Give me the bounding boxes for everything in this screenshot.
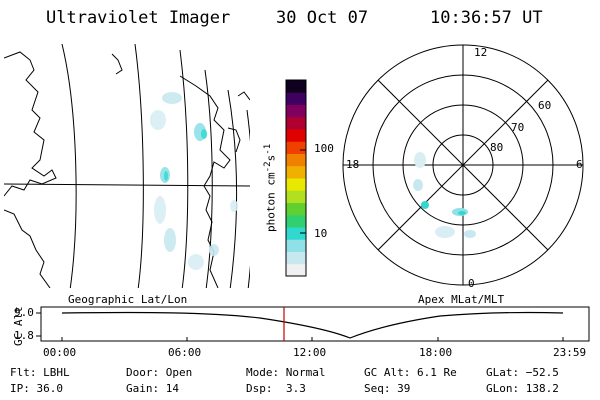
colorbar-stripe — [286, 178, 306, 191]
gain-info: Gain: 14 — [126, 382, 179, 395]
colorbar-stripe — [286, 104, 306, 118]
dsp-value: 3.3 — [286, 382, 306, 395]
aurora-emission-geo — [150, 92, 238, 270]
colorbar-tick-100: 100 — [314, 142, 334, 155]
mlt-label-top: 12 — [474, 46, 488, 59]
colorbar-stripe — [286, 153, 306, 167]
mlat-label-70: 70 — [511, 121, 525, 134]
colorbar-stripe — [286, 214, 306, 228]
polar-panel-label: Apex MLat/MLT — [418, 293, 505, 306]
date-label: 30 Oct 07 — [276, 8, 369, 28]
colorbar-stripe — [286, 116, 306, 130]
instrument-title: Ultraviolet Imager — [46, 8, 231, 28]
mlt-label-right: 6 — [576, 158, 583, 171]
altitude-x-tick-0600: 06:00 — [168, 346, 202, 359]
colorbar-stripe — [286, 227, 306, 240]
dsp-label: Dsp: — [246, 382, 273, 395]
colorbar-stripe — [286, 251, 306, 265]
altitude-curve — [61, 311, 564, 339]
colorbar-stripe — [286, 92, 306, 105]
altitude-x-tick-1800: 18:00 — [419, 346, 453, 359]
mlat-label-80: 80 — [490, 141, 504, 154]
altitude-x-tick-0000: 00:00 — [43, 346, 77, 359]
time-label: 10:36:57 UT — [430, 8, 543, 28]
mlt-label-left: 18 — [346, 158, 360, 171]
colorbar-stripe — [286, 202, 306, 216]
altitude-x-tick-2359: 23:59 — [553, 346, 587, 359]
door-info: Door: Open — [126, 366, 193, 379]
colorbar-stripe — [286, 263, 306, 277]
seq-info: Seq: 39 — [364, 382, 411, 395]
altitude-y-tick-high: 9.0 — [14, 306, 34, 319]
ip-info: IP: 36.0 — [10, 382, 63, 395]
colorbar-stripe — [286, 190, 306, 203]
mlat-label-60: 60 — [538, 99, 552, 112]
filter-info: Flt: LBHL — [10, 366, 70, 379]
mlt-label-bottom: 0 — [468, 277, 475, 290]
altitude-x-tick-1200: 12:00 — [293, 346, 327, 359]
altitude-y-tick-low: 1.8 — [14, 329, 34, 342]
colorbar-stripe — [286, 80, 306, 93]
aurora-emission-polar — [413, 152, 476, 238]
glon-info: GLon: 138.2 — [486, 382, 559, 395]
geo-panel-label: Geographic Lat/Lon — [68, 293, 188, 306]
colorbar-stripe — [286, 239, 306, 252]
colorbar-stripe — [286, 141, 306, 154]
colorbar-stripe — [286, 165, 306, 179]
glat-info: GLat: −52.5 — [486, 366, 559, 379]
colorbar-stripe — [286, 129, 306, 142]
gc-alt-info: GC Alt: 6.1 Re — [364, 366, 457, 379]
colorbar-tick-10: 10 — [314, 227, 328, 240]
mode-info: Mode: Normal — [246, 366, 326, 379]
